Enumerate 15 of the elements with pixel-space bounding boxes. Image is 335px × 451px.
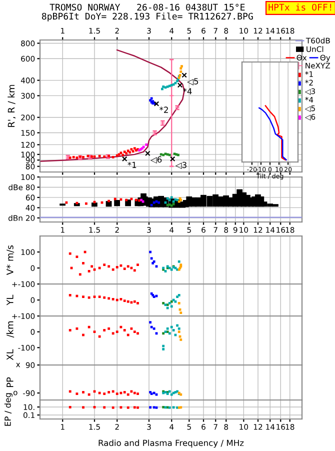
- chart-title: TROMSO NORWAY 26-08-16 0438UT 15°E: [50, 4, 245, 11]
- annotation: ◁3: [175, 162, 186, 170]
- annotation: *1: [128, 162, 136, 168]
- y-axis-title: R', R / km: [8, 84, 16, 127]
- y-axis-title: V* m/s: [6, 245, 14, 275]
- text: HPTx is OFF!: [268, 4, 332, 11]
- y-axis-title: YL: [6, 294, 14, 306]
- annotation: *2: [160, 106, 168, 113]
- chart-subtitle: 8pBP6It DoY= 228.193 File= TR112627.BPG: [42, 12, 253, 22]
- annotation: ◁6: [150, 156, 162, 164]
- annotation: ◁5: [187, 78, 198, 86]
- y-axis-title: EP / deg: [4, 393, 12, 426]
- x-axis-title: Radio and Plasma Frequency / MHz: [98, 440, 244, 448]
- y-axis-title: PP: [6, 377, 14, 388]
- y-axis-title: XL /km: [6, 321, 14, 360]
